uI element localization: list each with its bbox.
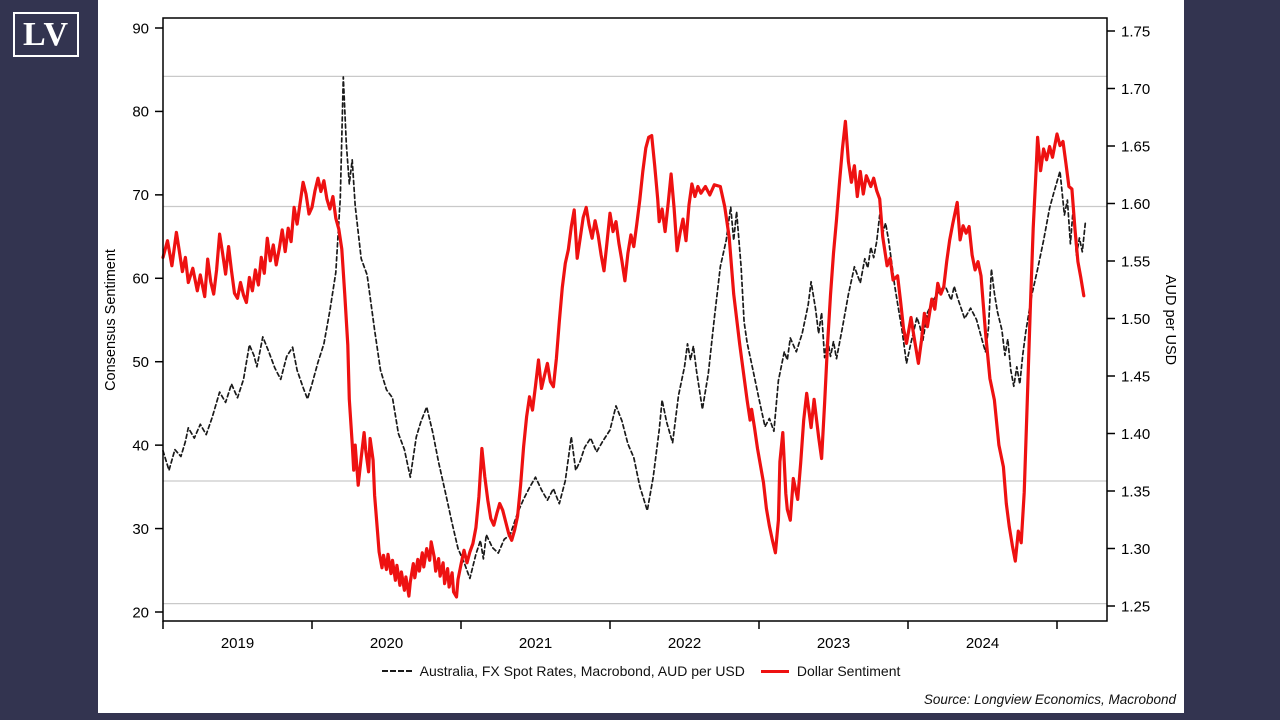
source-note: Source: Longview Economics, Macrobond [923, 692, 1176, 707]
dual-axis-line-chart: 20 30 40 50 60 70 80 90 1.25 1.30 1.35 1.40 1.45 1.50… [103, 17, 1178, 652]
legend-label-sentiment: Dollar Sentiment [796, 663, 901, 679]
svg-text:1.60: 1.60 [1121, 196, 1150, 213]
svg-text:2020: 2020 [370, 635, 403, 652]
svg-text:40: 40 [132, 437, 149, 454]
svg-text:1.55: 1.55 [1121, 253, 1150, 270]
svg-text:60: 60 [132, 271, 149, 288]
lv-logo-border: LV [13, 12, 79, 57]
svg-text:30: 30 [132, 521, 149, 538]
legend-entry-aud: Australia, FX Spot Rates, Macrobond, AUD… [381, 663, 745, 679]
dashed-line-sample-icon [381, 670, 412, 672]
svg-text:1.75: 1.75 [1121, 23, 1150, 40]
svg-text:80: 80 [132, 104, 149, 121]
chart-card: 20 30 40 50 60 70 80 90 1.25 1.30 1.35 1.40 1.45 1.50… [98, 0, 1184, 713]
svg-text:1.40: 1.40 [1121, 426, 1150, 443]
svg-text:2021: 2021 [519, 635, 552, 652]
svg-text:1.35: 1.35 [1121, 483, 1150, 500]
svg-text:Consensus Sentiment: Consensus Sentiment [103, 249, 119, 391]
svg-text:1.25: 1.25 [1121, 598, 1150, 615]
svg-text:AUD per USD: AUD per USD [1162, 275, 1178, 365]
svg-text:2019: 2019 [221, 635, 254, 652]
svg-text:50: 50 [132, 354, 149, 371]
svg-text:1.30: 1.30 [1121, 541, 1150, 558]
svg-text:1.70: 1.70 [1121, 81, 1150, 98]
svg-text:2023: 2023 [817, 635, 850, 652]
svg-text:70: 70 [132, 187, 149, 204]
chart-legend: Australia, FX Spot Rates, Macrobond, AUD… [98, 663, 1184, 679]
svg-text:2024: 2024 [966, 635, 999, 652]
lv-logo-text: LV [22, 15, 70, 53]
svg-text:90: 90 [132, 20, 149, 37]
lv-logo: LV [9, 8, 83, 61]
svg-text:1.65: 1.65 [1121, 138, 1150, 155]
svg-text:2022: 2022 [668, 635, 701, 652]
legend-entry-sentiment: Dollar Sentiment [753, 663, 901, 679]
svg-text:1.50: 1.50 [1121, 311, 1150, 328]
red-line-sample-icon [760, 669, 789, 673]
svg-text:1.45: 1.45 [1121, 368, 1150, 385]
svg-text:20: 20 [132, 604, 149, 621]
legend-label-aud: Australia, FX Spot Rates, Macrobond, AUD… [419, 663, 745, 679]
